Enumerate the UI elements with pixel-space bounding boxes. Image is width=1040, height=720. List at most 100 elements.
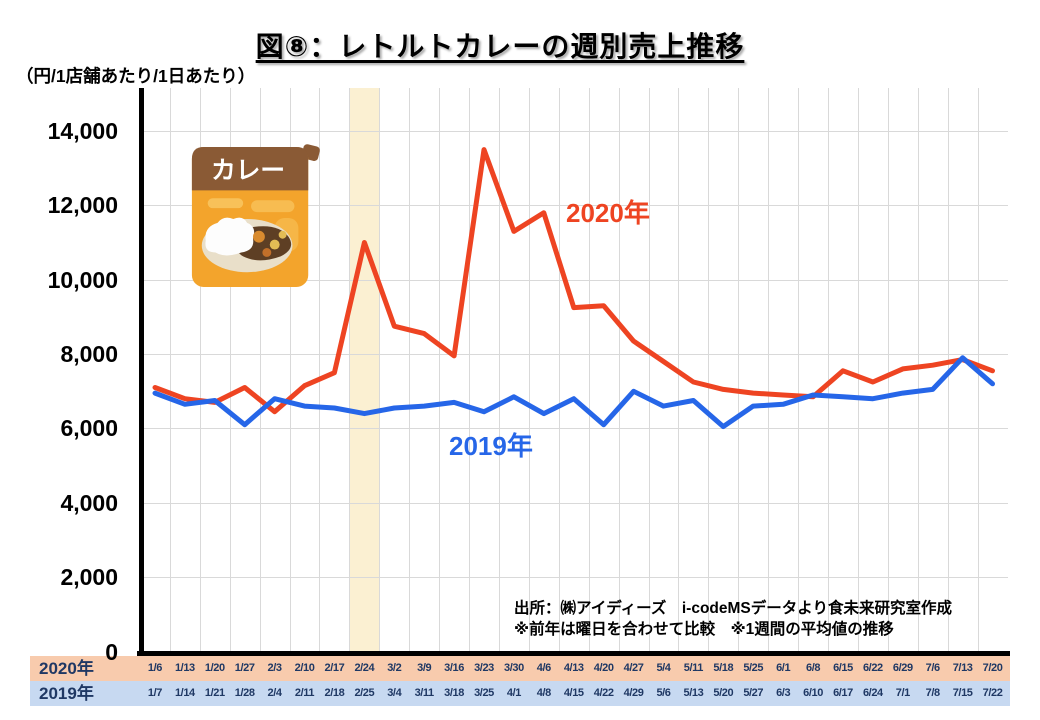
horizontal-gridline <box>140 502 1008 504</box>
curry-chunk <box>262 248 272 257</box>
vertical-gridline <box>887 88 889 652</box>
date-cell: 3/2 <box>387 662 402 674</box>
vertical-gridline <box>678 88 680 652</box>
vertical-gridline <box>169 88 171 652</box>
date-cell: 3/4 <box>387 687 402 699</box>
y-axis-line <box>139 88 144 655</box>
date-cell: 4/1 <box>506 687 521 699</box>
vertical-gridline <box>379 88 381 652</box>
horizontal-gridline <box>140 354 1008 356</box>
vertical-gridline <box>528 88 530 652</box>
highlight-band <box>349 88 380 652</box>
chart-title: 図⑧：レトルトカレーの週別売上推移 <box>255 31 745 62</box>
date-row-2019 <box>30 681 1010 706</box>
y-tick-label: 4,000 <box>60 489 118 516</box>
date-cell: 2/18 <box>324 687 345 699</box>
vertical-gridline <box>768 88 770 652</box>
date-cell: 3/16 <box>444 662 464 674</box>
date-cell: 1/21 <box>204 687 225 699</box>
date-cell: 7/13 <box>952 662 973 674</box>
vertical-gridline <box>588 88 590 652</box>
date-cell: 4/22 <box>593 687 614 699</box>
x-axis-line <box>137 651 1010 656</box>
vertical-gridline <box>947 88 949 652</box>
date-cell: 5/20 <box>713 687 734 699</box>
date-cell: 6/1 <box>776 662 791 674</box>
date-cell: 4/6 <box>536 662 551 674</box>
date-cell: 5/13 <box>683 687 704 699</box>
curry-chunk <box>278 230 287 239</box>
vertical-gridline <box>409 88 411 652</box>
vertical-gridline <box>917 88 919 652</box>
date-cell: 7/15 <box>952 687 973 699</box>
date-cell: 7/22 <box>982 687 1003 699</box>
date-cell: 5/25 <box>743 662 764 674</box>
date-cell: 2/11 <box>294 687 315 699</box>
vertical-gridline <box>708 88 710 652</box>
series-line-2019 <box>152 355 995 430</box>
date-cell: 6/8 <box>806 662 821 674</box>
y-tick-label: 10,000 <box>47 266 118 293</box>
vertical-gridline <box>498 88 500 652</box>
source-note-line2: ※前年は曜日を合わせて比較 ※1週間の平均値の推移 <box>514 621 894 638</box>
date-cell: 1/7 <box>147 687 162 699</box>
date-cell: 5/27 <box>743 687 764 699</box>
source-note: 出所：㈱アイディーズ i-codeMSデータより食未来研究室作成 ※前年は曜日を… <box>514 598 952 640</box>
date-cell: 3/9 <box>417 662 432 674</box>
date-cell: 7/6 <box>925 662 940 674</box>
vertical-gridline <box>439 88 441 652</box>
date-cell: 2/4 <box>267 687 282 699</box>
curry-chunk <box>269 239 280 250</box>
date-cell: 3/30 <box>504 662 524 674</box>
date-cell: 6/24 <box>862 687 883 699</box>
date-cell: 5/6 <box>656 687 671 699</box>
retort-curry-illustration: カレー <box>191 144 320 287</box>
vertical-gridline <box>977 88 979 652</box>
vertical-gridline <box>857 88 859 652</box>
date-cell: 1/14 <box>174 687 195 699</box>
vertical-gridline <box>738 88 740 652</box>
date-cell: 2/25 <box>354 687 375 699</box>
source-note-line1: 出所：㈱アイディーズ i-codeMSデータより食未来研究室作成 <box>514 600 952 617</box>
date-cell: 4/27 <box>623 662 644 674</box>
y-tick-label: 12,000 <box>47 192 118 219</box>
date-cell: 1/20 <box>204 662 225 674</box>
date-cell: 1/28 <box>234 687 255 699</box>
vertical-gridline <box>469 88 471 652</box>
vertical-gridline <box>798 88 800 652</box>
date-cell: 3/18 <box>444 687 464 699</box>
date-cell: 7/1 <box>895 687 910 699</box>
series-annotation-2020: 2020年 <box>566 198 650 228</box>
date-cell: 4/13 <box>563 662 584 674</box>
date-cell: 4/8 <box>536 687 551 699</box>
vertical-gridline <box>648 88 650 652</box>
y-tick-label: 0 <box>105 638 118 665</box>
curry-chunk <box>253 230 265 243</box>
date-cell: 4/20 <box>593 662 614 674</box>
row-label-2019: 2019年 <box>39 684 94 703</box>
y-tick-label: 2,000 <box>60 564 118 591</box>
date-cell: 5/4 <box>656 662 671 674</box>
date-cell: 1/27 <box>234 662 255 674</box>
vertical-gridline <box>558 88 560 652</box>
y-axis-unit-label: （円/1店舗あたり/1日あたり） <box>16 66 256 86</box>
y-tick-label: 14,000 <box>47 118 118 144</box>
date-cell: 1/13 <box>174 662 195 674</box>
horizontal-gridline <box>140 131 1008 132</box>
date-cell: 6/15 <box>833 662 853 674</box>
date-cell: 2/24 <box>354 662 375 674</box>
date-cell: 2/3 <box>267 662 282 674</box>
vertical-gridline <box>618 88 620 652</box>
date-cell: 2/10 <box>294 662 315 674</box>
date-cell: 5/18 <box>713 662 734 674</box>
date-cell: 6/22 <box>862 662 883 674</box>
date-cell: 6/17 <box>833 687 853 699</box>
date-cell: 3/25 <box>474 687 494 699</box>
vertical-gridline <box>828 88 830 652</box>
date-cell: 4/15 <box>563 687 584 699</box>
date-cell: 7/20 <box>982 662 1003 674</box>
horizontal-gridline <box>140 577 1008 579</box>
vertical-gridline <box>349 88 351 652</box>
row-label-2020: 2020年 <box>39 659 94 678</box>
